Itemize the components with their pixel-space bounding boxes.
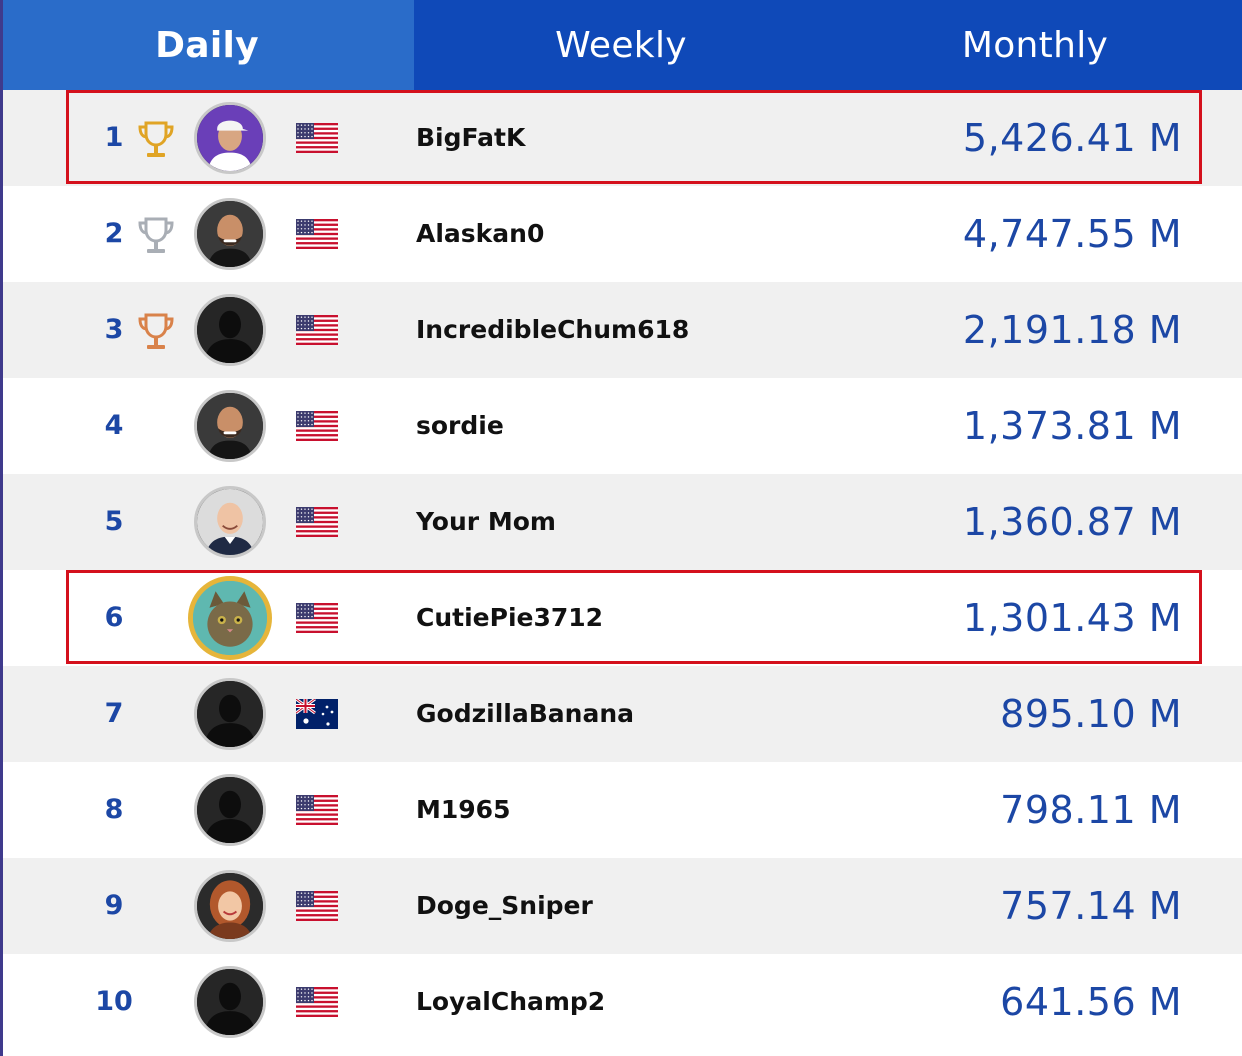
- rank-number: 9: [104, 890, 124, 921]
- tab-weekly[interactable]: Weekly: [555, 24, 687, 66]
- avatar[interactable]: [194, 774, 266, 846]
- rank-number: 8: [104, 794, 124, 825]
- leaderboard-list: 1 BigFatK 5,426.41 M 2 Alaskan0 4,747.55 M 3 In…: [0, 90, 1242, 1050]
- tab-daily[interactable]: Daily: [0, 0, 414, 90]
- trophy-gold-icon: [134, 118, 178, 162]
- avatar[interactable]: [194, 102, 266, 174]
- player-name[interactable]: Alaskan0: [416, 219, 545, 248]
- rank-number: 3: [104, 314, 124, 345]
- player-name[interactable]: sordie: [416, 411, 504, 440]
- player-name[interactable]: Doge_Sniper: [416, 891, 593, 920]
- avatar[interactable]: [194, 870, 266, 942]
- us-flag-icon: [296, 987, 338, 1017]
- leaderboard-row[interactable]: 8 M1965 798.11 M: [0, 762, 1242, 858]
- leaderboard-row[interactable]: 5 Your Mom 1,360.87 M: [0, 474, 1242, 570]
- us-flag-icon: [296, 123, 338, 153]
- rank-number: 7: [104, 698, 124, 729]
- player-score: 1,373.81 M: [962, 404, 1182, 448]
- player-score: 2,191.18 M: [962, 308, 1182, 352]
- trophy-bronze-icon: [134, 310, 178, 354]
- avatar[interactable]: [194, 678, 266, 750]
- period-tabs: Daily Weekly Monthly: [0, 0, 1242, 90]
- player-score: 1,301.43 M: [962, 596, 1182, 640]
- leaderboard-row[interactable]: 1 BigFatK 5,426.41 M: [0, 90, 1242, 186]
- australia-flag-icon: [295, 697, 338, 729]
- avatar[interactable]: [194, 198, 266, 270]
- leaderboard-row[interactable]: 3 IncredibleChum618 2,191.18 M: [0, 282, 1242, 378]
- leaderboard-row[interactable]: 10 LoyalChamp2 641.56 M: [0, 954, 1242, 1050]
- player-name[interactable]: Your Mom: [416, 507, 556, 536]
- leaderboard-row[interactable]: 2 Alaskan0 4,747.55 M: [0, 186, 1242, 282]
- us-flag-icon: [296, 603, 338, 633]
- rank-number: 2: [104, 218, 124, 249]
- player-name[interactable]: LoyalChamp2: [416, 987, 606, 1016]
- player-name[interactable]: IncredibleChum618: [416, 315, 690, 344]
- us-flag-icon: [296, 315, 338, 345]
- rank-number: 1: [104, 122, 124, 153]
- us-flag-icon: [296, 795, 338, 825]
- avatar[interactable]: [194, 294, 266, 366]
- us-flag-icon: [296, 219, 338, 249]
- us-flag-icon: [296, 507, 338, 537]
- player-score: 1,360.87 M: [962, 500, 1182, 544]
- player-name[interactable]: CutiePie3712: [416, 603, 604, 632]
- left-edge-bar: [0, 0, 3, 1056]
- player-name[interactable]: GodzillaBanana: [416, 699, 634, 728]
- highlight-box: [66, 570, 1202, 664]
- rank-number: 6: [104, 602, 124, 633]
- leaderboard-row[interactable]: 9 Doge_Sniper 757.14 M: [0, 858, 1242, 954]
- player-name[interactable]: BigFatK: [416, 123, 526, 152]
- leaderboard-row[interactable]: 4 sordie 1,373.81 M: [0, 378, 1242, 474]
- player-score: 4,747.55 M: [962, 212, 1182, 256]
- us-flag-icon: [296, 891, 338, 921]
- rank-number: 10: [95, 986, 133, 1017]
- player-score: 5,426.41 M: [962, 116, 1182, 160]
- avatar[interactable]: [194, 486, 266, 558]
- avatar[interactable]: [194, 390, 266, 462]
- avatar[interactable]: [188, 576, 272, 660]
- leaderboard-row[interactable]: 7 GodzillaBanana 895.10 M: [0, 666, 1242, 762]
- rank-number: 5: [104, 506, 124, 537]
- rank-number: 4: [104, 410, 124, 441]
- us-flag-icon: [296, 411, 338, 441]
- player-score: 895.10 M: [1000, 692, 1182, 736]
- player-score: 641.56 M: [1000, 980, 1182, 1024]
- avatar[interactable]: [194, 966, 266, 1038]
- trophy-silver-icon: [134, 214, 178, 258]
- player-name[interactable]: M1965: [416, 795, 511, 824]
- player-score: 798.11 M: [1000, 788, 1182, 832]
- tab-monthly[interactable]: Monthly: [961, 24, 1109, 66]
- highlight-box: [66, 90, 1202, 184]
- leaderboard-row[interactable]: 6 CutiePie3712 1,301.43 M: [0, 570, 1242, 666]
- player-score: 757.14 M: [1000, 884, 1182, 928]
